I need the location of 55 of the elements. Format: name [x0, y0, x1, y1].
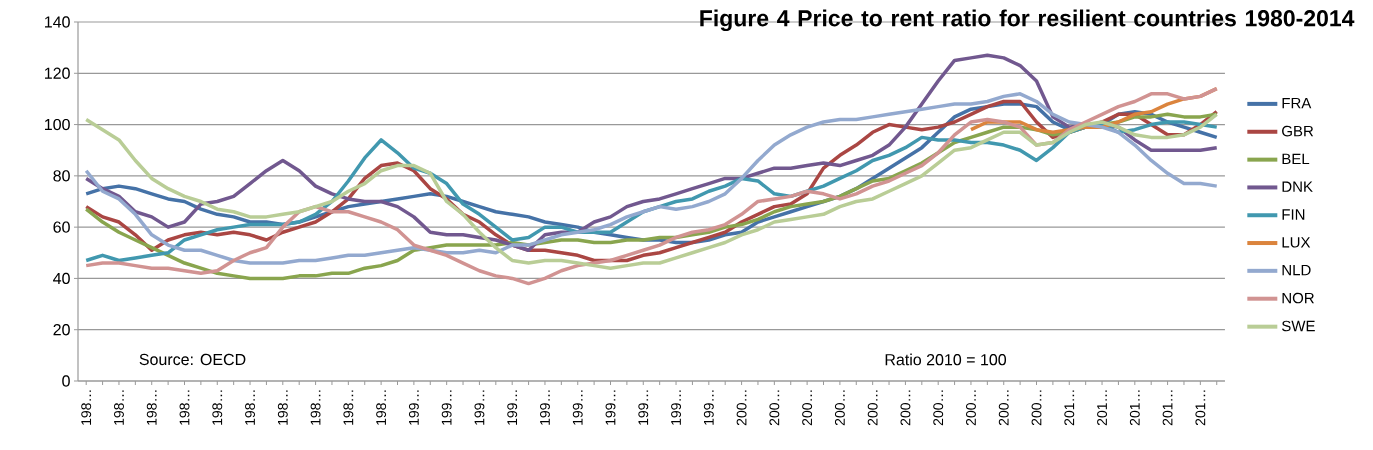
- x-tick-label: 200…: [736, 390, 747, 426]
- x-tick-label: 199…: [605, 390, 616, 425]
- x-tick-label: 198…: [179, 390, 190, 425]
- x-tick-label: 200…: [900, 390, 911, 426]
- x-tick-label: 201…: [1064, 390, 1075, 426]
- x-tick-label: 199…: [638, 390, 649, 425]
- legend-label: FRA: [1282, 97, 1312, 109]
- x-tick-label: 198…: [310, 390, 321, 425]
- x-tick-label: 198…: [114, 390, 124, 425]
- chart-title: Figure 4 Price to rent ratio for resilient countries 1980-2014: [700, 9, 1355, 32]
- x-tick-label: 201…: [1129, 390, 1140, 426]
- legend-label: FIN: [1282, 209, 1305, 220]
- x-tick-label: 198…: [81, 390, 92, 425]
- x-tick-label: 200…: [867, 390, 878, 426]
- legend-label: DNK: [1282, 181, 1313, 192]
- x-tick-label: 199…: [507, 390, 518, 425]
- legend-label: NLD: [1282, 264, 1311, 276]
- legend-label: GBR: [1282, 125, 1314, 137]
- x-tick-label: 201…: [1195, 390, 1206, 426]
- legend-label: NOR: [1282, 292, 1314, 304]
- x-tick-label: 199…: [441, 390, 452, 425]
- x-tick-label: 198…: [212, 390, 223, 425]
- x-tick-label: 199…: [572, 390, 583, 425]
- x-tick-label: 198…: [343, 390, 354, 425]
- annotation: Source: OECD: [139, 353, 246, 366]
- x-tick-label: 201…: [1097, 390, 1107, 426]
- y-tick-label: 40: [53, 272, 70, 285]
- x-tick-label: 200…: [802, 390, 813, 426]
- y-tick-label: 20: [53, 324, 70, 336]
- x-tick-label: 198…: [277, 390, 288, 425]
- x-tick-label: 199…: [671, 390, 681, 425]
- x-tick-label: 199…: [474, 390, 485, 425]
- y-tick-label: 0: [62, 375, 70, 387]
- x-tick-label: 200…: [769, 390, 780, 426]
- x-tick-label: 201…: [1162, 390, 1173, 426]
- x-tick-label: 199…: [540, 390, 550, 425]
- y-tick-label: 120: [45, 67, 70, 79]
- y-tick-label: 100: [45, 118, 70, 131]
- legend-label: BEL: [1282, 153, 1310, 165]
- x-tick-label: 200…: [998, 390, 1009, 426]
- x-tick-label: 199…: [408, 390, 419, 425]
- legend-label: LUX: [1282, 237, 1311, 248]
- x-tick-label: 198…: [376, 390, 387, 425]
- x-tick-label: 200…: [933, 390, 944, 426]
- x-tick-label: 198…: [245, 390, 255, 425]
- y-tick-label: 60: [53, 221, 70, 233]
- x-tick-label: 199…: [703, 390, 714, 425]
- x-tick-label: 200…: [834, 390, 845, 426]
- legend-label: SWE: [1282, 320, 1315, 332]
- x-tick-label: 198…: [146, 390, 157, 425]
- y-tick-label: 80: [53, 170, 70, 182]
- y-tick-label: 140: [45, 16, 70, 28]
- annotation: Ratio 2010 = 100: [885, 353, 1007, 366]
- x-tick-label: 200…: [1031, 390, 1042, 426]
- x-tick-label: 200…: [966, 390, 976, 426]
